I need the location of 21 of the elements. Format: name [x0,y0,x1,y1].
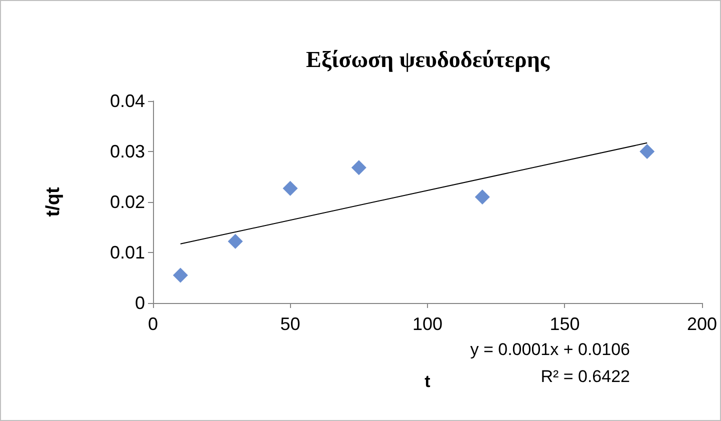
x-tick-label: 50 [280,314,300,334]
y-tick-label: 0.04 [110,91,145,111]
point [172,268,188,283]
chart-title: Εξίσωση ψευδοδεύτερης [306,47,550,72]
y-tick-label: 0.02 [110,192,145,212]
point [640,144,655,159]
text: y = 0.0001x + 0.0106 [470,340,630,359]
text: R² = 0.6422 [540,367,630,386]
y-tick-label: 0.03 [110,142,145,162]
x-tick-label: 100 [412,314,443,334]
x-axis-title: t [424,372,431,391]
y-axis-title: t/qt [43,186,64,217]
x-tick-label: 200 [686,314,718,334]
x-tick-label: 0 [148,314,158,334]
point [474,189,490,204]
point [351,160,366,176]
y-tick-label: 0 [134,293,145,313]
x-tick-label: 150 [550,314,580,334]
point [282,180,298,196]
point [228,234,243,249]
y-tick-label: 0.01 [110,242,145,262]
